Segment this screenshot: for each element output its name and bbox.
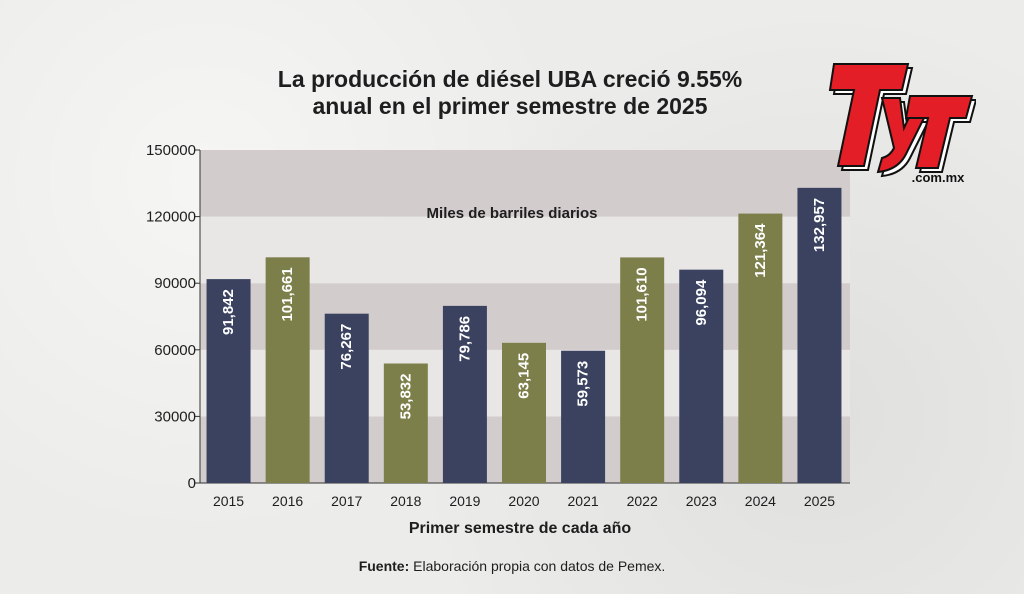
x-tick-label: 2021 — [568, 493, 599, 509]
x-tick-label: 2018 — [390, 493, 421, 509]
logo-letters — [828, 63, 974, 174]
bar-2016 — [265, 257, 310, 483]
value-label: 132,957 — [811, 198, 828, 252]
x-tick-label: 2022 — [627, 493, 658, 509]
value-labels: 91,842 101,661 76,267 53,832 79,786 63,145 59,… — [220, 198, 828, 420]
y-tick-label: 90000 — [154, 275, 196, 292]
value-label: 76,267 — [338, 324, 355, 370]
y-tick-labels: 0 30000 60000 90000 120000 150000 — [146, 142, 196, 492]
bar-2018 — [383, 363, 428, 483]
bars — [206, 187, 842, 484]
chart-title: La producción de diésel UBA creció 9.55%… — [200, 66, 820, 120]
bar-2025 — [797, 187, 842, 484]
y-tick-label: 120000 — [146, 209, 196, 226]
value-label: 53,832 — [397, 373, 414, 419]
logo-domain: .com.mx — [912, 170, 966, 185]
x-tick-label: 2019 — [449, 493, 480, 509]
x-tick-label: 2025 — [804, 493, 835, 509]
source-text: Elaboración propia con datos de Pemex. — [409, 558, 666, 574]
value-label: 59,573 — [575, 361, 592, 407]
value-label: 101,610 — [634, 267, 651, 321]
value-label: 121,364 — [752, 223, 769, 278]
x-tick-label: 2015 — [213, 493, 244, 509]
value-label: 101,661 — [279, 267, 296, 321]
x-tick-label: 2020 — [508, 493, 539, 509]
bar-2023 — [679, 269, 724, 483]
value-label: 79,786 — [456, 316, 473, 362]
x-tick-label: 2023 — [686, 493, 717, 509]
x-tick-label: 2017 — [331, 493, 362, 509]
chart-title-line-1: La producción de diésel UBA creció 9.55% — [277, 66, 743, 92]
bar-2019 — [442, 305, 487, 483]
bar-2021 — [561, 350, 606, 483]
unit-label: Miles de barriles diarios — [427, 205, 598, 222]
x-tick-label: 2024 — [745, 493, 776, 509]
source-note: Fuente: Elaboración propia con datos de … — [0, 558, 1024, 574]
chart-title-line-2: anual en el primer semestre de 2025 — [312, 93, 708, 119]
bar-2022 — [620, 257, 665, 483]
logo-letter-t1 — [828, 63, 910, 167]
y-tick-label: 30000 — [154, 408, 196, 425]
x-tick-label: 2016 — [272, 493, 303, 509]
plot-band — [200, 150, 850, 217]
x-axis-label: Primer semestre de cada año — [409, 520, 632, 537]
bar-2024 — [738, 213, 783, 484]
value-label: 63,145 — [516, 353, 533, 399]
source-label: Fuente: — [358, 558, 410, 574]
y-tick-label: 60000 — [154, 342, 196, 359]
tyt-logo-mark — [828, 63, 976, 178]
value-label: 91,842 — [220, 289, 237, 335]
bar-2020 — [502, 342, 546, 483]
y-tick-label: 150000 — [146, 142, 196, 159]
bar-2017 — [324, 313, 369, 483]
tyt-logo: .com.mx — [828, 63, 976, 185]
y-tick-label: 0 — [188, 475, 196, 492]
x-tick-labels: 2015 2016 2017 2018 2019 2020 2021 2022 2023 2024… — [213, 493, 835, 509]
value-label: 96,094 — [693, 279, 710, 326]
bar-2015 — [206, 279, 251, 483]
logo-letter-t2 — [904, 95, 974, 169]
